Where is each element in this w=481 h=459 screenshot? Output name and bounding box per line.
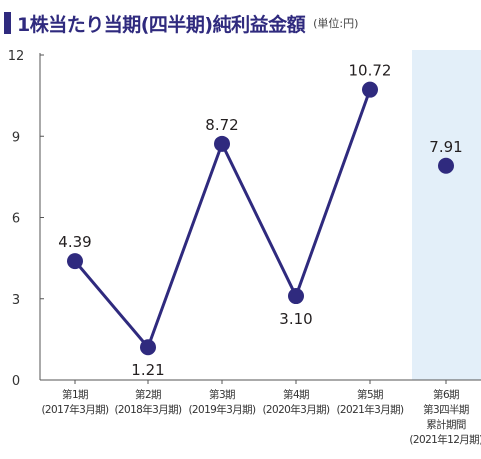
x-tick-label: 第1期 bbox=[62, 388, 88, 401]
data-point bbox=[214, 135, 230, 152]
unit-label: (単位:円) bbox=[313, 17, 359, 30]
y-tick-label: 3 bbox=[12, 293, 20, 308]
y-tick-label: 9 bbox=[12, 130, 20, 145]
data-point bbox=[288, 288, 304, 305]
y-tick-label: 0 bbox=[12, 374, 20, 389]
data-label-cumulative: 7.91 bbox=[429, 138, 462, 156]
data-point bbox=[140, 339, 156, 356]
data-label: 4.39 bbox=[58, 233, 91, 251]
data-point bbox=[362, 81, 378, 98]
x-tick-label: (2018年3月期) bbox=[114, 403, 182, 416]
title-accent-bar bbox=[4, 12, 11, 34]
x-tick-label: 累計期間 bbox=[426, 418, 466, 431]
chart-title: 1株当たり当期(四半期)純利益金額 bbox=[17, 13, 306, 36]
data-point bbox=[67, 253, 83, 270]
chart-header: 1株当たり当期(四半期)純利益金額 (単位:円) bbox=[4, 6, 475, 40]
x-tick-label: (2021年12月期) bbox=[409, 433, 481, 446]
y-tick-label: 6 bbox=[12, 212, 20, 227]
x-tick-labels: 第1期 (2017年3月期) 第2期 (2018年3月期) 第3期 (2019年3月期) 第… bbox=[41, 388, 481, 446]
data-label: 1.21 bbox=[131, 361, 164, 379]
y-tick-label: 12 bbox=[8, 49, 25, 64]
series-points bbox=[67, 81, 454, 356]
x-tick-label: 第3期 bbox=[209, 388, 235, 401]
data-label: 10.72 bbox=[349, 62, 392, 80]
highlight-band bbox=[412, 50, 481, 380]
data-label: 3.10 bbox=[279, 310, 312, 328]
x-tick-label: 第5期 bbox=[357, 388, 383, 401]
x-tick-label: (2019年3月期) bbox=[188, 403, 256, 416]
x-tick-label: 第6期 bbox=[433, 388, 459, 401]
x-tick-label: (2017年3月期) bbox=[41, 403, 109, 416]
x-axis bbox=[40, 379, 481, 384]
data-point-cumulative bbox=[438, 157, 454, 174]
y-axis: 0 3 6 9 12 bbox=[8, 49, 44, 389]
x-tick-label: (2021年3月期) bbox=[336, 403, 404, 416]
x-tick-label: 第2期 bbox=[135, 388, 161, 401]
x-tick-label: 第3四半期 bbox=[423, 403, 469, 416]
data-label: 8.72 bbox=[205, 116, 238, 134]
x-tick-label: 第4期 bbox=[283, 388, 309, 401]
x-tick-label: (2020年3月期) bbox=[262, 403, 330, 416]
data-labels: 4.39 1.21 8.72 3.10 10.72 7.91 bbox=[58, 62, 462, 380]
